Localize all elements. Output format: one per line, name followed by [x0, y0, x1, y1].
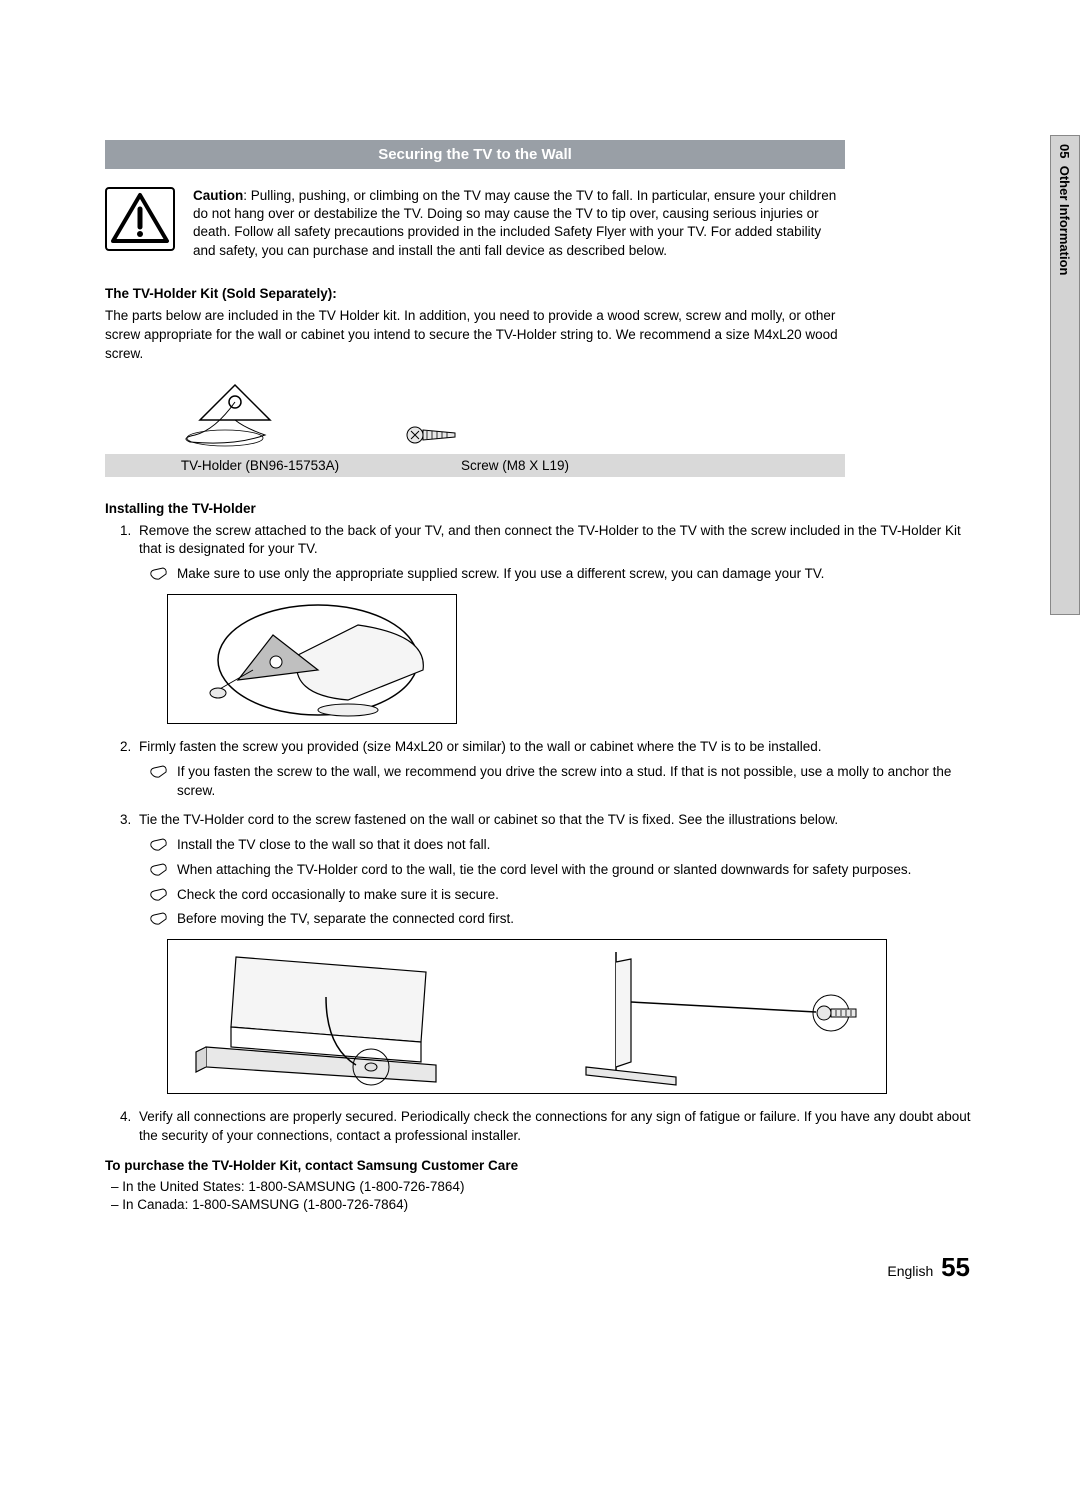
tv-wall-mount-icon — [546, 947, 886, 1087]
step-4-text: Verify all connections are properly secu… — [139, 1109, 970, 1143]
page-number: 55 — [941, 1252, 970, 1282]
step-3-note-3: Check the cord occasionally to make sure… — [139, 886, 980, 905]
note-hand-icon — [149, 886, 169, 902]
step-4: Verify all connections are properly secu… — [135, 1108, 980, 1146]
step-3: Tie the TV-Holder cord to the screw fast… — [135, 811, 980, 1094]
caution-text: Caution: Pulling, pushing, or climbing o… — [193, 187, 845, 260]
step-3-illustration — [167, 939, 887, 1094]
caution-body: : Pulling, pushing, or climbing on the T… — [193, 188, 836, 258]
step-3-note-1-text: Install the TV close to the wall so that… — [177, 836, 980, 855]
page-footer: English 55 — [105, 1252, 980, 1283]
step-2-note: If you fasten the screw to the wall, we … — [139, 763, 980, 801]
parts-illustrations — [105, 380, 980, 450]
purchase-contact-list: In the United States: 1-800-SAMSUNG (1-8… — [105, 1179, 980, 1212]
note-hand-icon — [149, 910, 169, 926]
step-3-text: Tie the TV-Holder cord to the screw fast… — [139, 812, 838, 827]
step-3-note-3-text: Check the cord occasionally to make sure… — [177, 886, 980, 905]
tv-holder-illustration-icon — [175, 380, 295, 450]
step-3-note-4: Before moving the TV, separate the conne… — [139, 910, 980, 929]
step-1-text: Remove the screw attached to the back of… — [139, 523, 961, 557]
screw-illustration-icon — [405, 420, 465, 450]
purchase-us: In the United States: 1-800-SAMSUNG (1-8… — [111, 1179, 980, 1194]
step-1-note-text: Make sure to use only the appropriate su… — [177, 565, 980, 584]
screw-label: Screw (M8 X L19) — [415, 458, 615, 473]
step-3-note-4-text: Before moving the TV, separate the conne… — [177, 910, 980, 929]
note-hand-icon — [149, 565, 169, 581]
install-steps: Remove the screw attached to the back of… — [105, 522, 980, 1147]
note-hand-icon — [149, 763, 169, 779]
step-3-note-1: Install the TV close to the wall so that… — [139, 836, 980, 855]
note-hand-icon — [149, 861, 169, 877]
tv-holder-label: TV-Holder (BN96-15753A) — [105, 458, 415, 473]
kit-paragraph: The parts below are included in the TV H… — [105, 307, 845, 364]
warning-triangle-icon — [105, 187, 175, 251]
manual-page: Securing the TV to the Wall Caution: Pul… — [0, 0, 1080, 1343]
caution-block: Caution: Pulling, pushing, or climbing o… — [105, 187, 845, 260]
tv-holder-attach-icon — [168, 595, 458, 725]
purchase-ca: In Canada: 1-800-SAMSUNG (1-800-726-7864… — [111, 1197, 980, 1212]
step-3-note-2-text: When attaching the TV-Holder cord to the… — [177, 861, 980, 880]
caution-label: Caution — [193, 188, 243, 203]
install-heading: Installing the TV-Holder — [105, 501, 980, 516]
tv-cabinet-mount-icon — [176, 947, 516, 1087]
step-2: Firmly fasten the screw you provided (si… — [135, 738, 980, 801]
note-hand-icon — [149, 836, 169, 852]
step-1: Remove the screw attached to the back of… — [135, 522, 980, 725]
parts-label-row: TV-Holder (BN96-15753A) Screw (M8 X L19) — [105, 454, 845, 477]
step-2-text: Firmly fasten the screw you provided (si… — [139, 739, 822, 754]
kit-heading: The TV-Holder Kit (Sold Separately): — [105, 286, 980, 301]
step-3-note-2: When attaching the TV-Holder cord to the… — [139, 861, 980, 880]
step-1-note: Make sure to use only the appropriate su… — [139, 565, 980, 584]
step-2-note-text: If you fasten the screw to the wall, we … — [177, 763, 980, 801]
purchase-heading: To purchase the TV-Holder Kit, contact S… — [105, 1158, 980, 1173]
step-1-illustration — [167, 594, 457, 724]
section-header: Securing the TV to the Wall — [105, 140, 845, 169]
footer-language: English — [887, 1263, 933, 1279]
